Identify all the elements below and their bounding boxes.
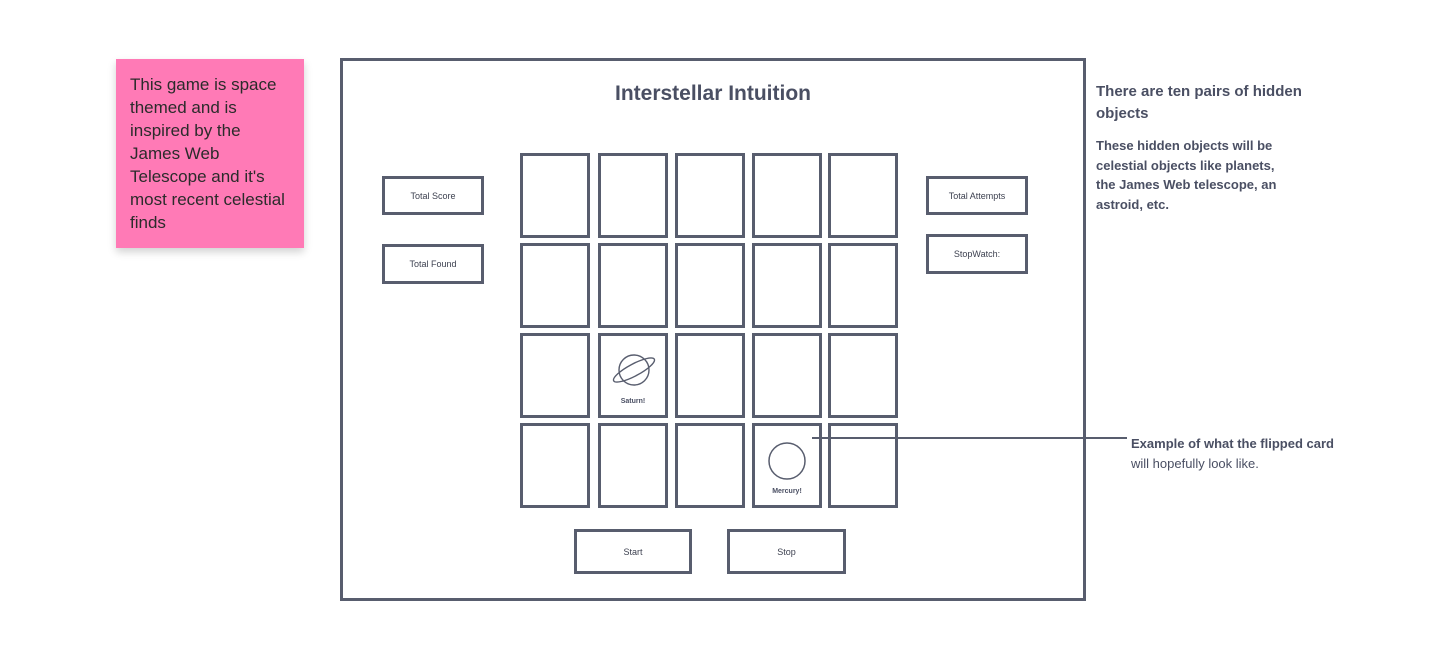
card-label-mercury: Mercury! (772, 488, 802, 495)
card[interactable] (828, 153, 898, 238)
card[interactable] (752, 333, 822, 418)
card[interactable] (752, 153, 822, 238)
sticky-note: This game is space themed and is inspire… (116, 59, 304, 248)
game-frame (340, 58, 1086, 601)
callout-text: Example of what the flipped card will ho… (1131, 434, 1334, 474)
card[interactable] (598, 423, 668, 508)
card[interactable] (520, 153, 590, 238)
card-mercury[interactable]: Mercury! (752, 423, 822, 508)
stop-button[interactable]: Stop (727, 529, 846, 574)
card[interactable] (675, 423, 745, 508)
callout-connector (812, 437, 1127, 439)
card[interactable] (598, 153, 668, 238)
card[interactable] (752, 243, 822, 328)
card[interactable] (520, 333, 590, 418)
stopwatch-box: StopWatch: (926, 234, 1028, 274)
callout-line-1: Example of what the flipped card (1131, 436, 1334, 451)
total-attempts-box: Total Attempts (926, 176, 1028, 215)
card[interactable] (520, 243, 590, 328)
card[interactable] (675, 243, 745, 328)
card[interactable] (520, 423, 590, 508)
notes-heading: There are ten pairs of hidden objects (1096, 83, 1302, 122)
card[interactable] (828, 333, 898, 418)
card-label-saturn: Saturn! (620, 398, 646, 405)
saturn-icon (612, 354, 656, 386)
start-button[interactable]: Start (574, 529, 692, 574)
notes-body: These hidden objects will be celestial o… (1096, 138, 1277, 212)
card[interactable] (828, 423, 898, 508)
card[interactable] (675, 153, 745, 238)
card[interactable] (675, 333, 745, 418)
mercury-icon (768, 442, 806, 480)
card[interactable] (828, 243, 898, 328)
card-saturn[interactable]: Saturn! (598, 333, 668, 418)
card[interactable] (598, 243, 668, 328)
total-found-box: Total Found (382, 244, 484, 284)
callout-line-2: will hopefully look like. (1131, 456, 1259, 471)
game-title: Interstellar Intuition (614, 82, 811, 105)
total-score-box: Total Score (382, 176, 484, 215)
